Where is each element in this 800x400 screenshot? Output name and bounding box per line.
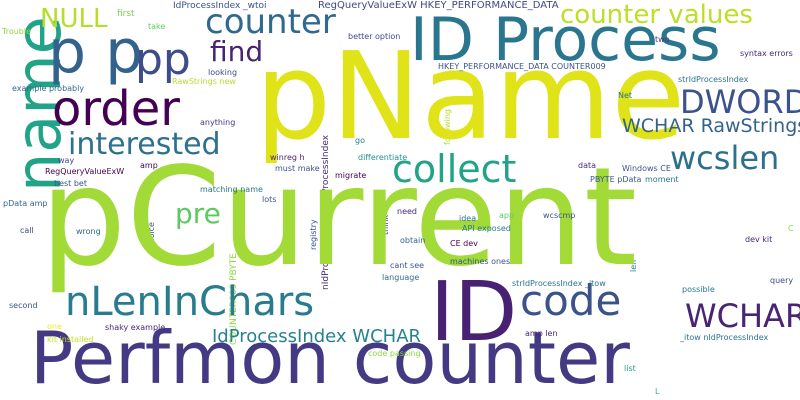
- word-looking: looking: [208, 68, 238, 77]
- word-hkey-performance-data-counter009: HKEY_PERFORMANCE_DATA COUNTER009: [438, 62, 606, 71]
- word-winreg-h: winreg h: [270, 153, 305, 162]
- word-best-bet: best bet: [54, 179, 87, 188]
- word-dev-kit: dev kit: [745, 235, 773, 244]
- word-ce-dev: CE dev: [450, 239, 478, 248]
- word-app: app: [499, 211, 515, 220]
- word-language: language: [382, 273, 420, 282]
- word-better-option: better option: [348, 32, 401, 41]
- word-rawstrings-new: RawStrings new: [172, 77, 236, 86]
- word-find: find: [210, 35, 264, 68]
- word-shaky-example: shaky example: [105, 323, 166, 332]
- word-c: C: [788, 224, 794, 233]
- word-code: code: [520, 276, 622, 325]
- word-net: Net: [618, 91, 633, 100]
- word-second: second: [9, 301, 38, 310]
- word-take: take: [148, 22, 166, 31]
- word-anything: anything: [200, 118, 236, 127]
- word-wcscmp: wcscmp: [543, 211, 576, 220]
- word-trouble: Trouble: [2, 27, 32, 36]
- word-stridprocessindex: strIdProcessIndex: [678, 75, 749, 84]
- word-data: data: [578, 161, 597, 170]
- word-regqueryvalueexw: RegQueryValueExW: [45, 167, 125, 176]
- word-nleninchars: nLenInChars: [65, 279, 315, 325]
- word-id: ID: [430, 265, 518, 360]
- word-kit-installed: kit installed: [47, 335, 94, 344]
- word-amp: amp: [140, 161, 158, 170]
- word-wcslen: wcslen: [670, 139, 780, 177]
- word-lots: lots: [262, 195, 277, 204]
- word-code-passing: code passing: [368, 349, 421, 358]
- word-must-make: must make: [275, 164, 320, 173]
- word-cant-see: cant see: [390, 261, 425, 270]
- word-stridprocessindex-itow: strIdProcessIndex _itow: [512, 279, 606, 288]
- word-dword: DWORD: [680, 83, 800, 121]
- word-counter-values: counter values: [560, 0, 753, 30]
- word-wchar: WCHAR: [685, 297, 800, 335]
- word-api-exposed: API exposed: [462, 224, 511, 233]
- word-perfmon-counter: Perfmon counter: [30, 316, 630, 400]
- word-call: call: [20, 226, 34, 235]
- word-need: need: [397, 207, 417, 216]
- word-syntax-errors: syntax errors: [740, 49, 793, 58]
- word-example-probably: example probably: [12, 84, 85, 93]
- word-p-p: p p: [48, 17, 144, 87]
- word-way: way: [58, 156, 75, 165]
- word-itow-nidprocessindex: _itow nIdProcessIndex: [680, 333, 769, 342]
- word-idea: idea: [459, 214, 477, 223]
- word-migrate: migrate: [335, 171, 367, 180]
- word-matching-name: matching name: [200, 185, 263, 194]
- word-differentiate: differentiate: [358, 153, 408, 162]
- word-windows-ce: Windows CE: [622, 164, 671, 173]
- word-possible: possible: [682, 285, 715, 294]
- word-machines-ones: machines ones: [450, 257, 511, 266]
- word-pcurrent: pCurrent: [40, 139, 638, 297]
- word-wchar-rawstrings: WCHAR RawStrings: [622, 115, 800, 137]
- word-wrong: wrong: [76, 227, 101, 236]
- word-idprocessindex-wtoi: IdProcessIndex _wtoi: [173, 1, 267, 11]
- word-regqueryvalueexw-hkey-performance-data: RegQueryValueExW HKEY_PERFORMANCE_DATA: [318, 0, 559, 11]
- word-pname: pName: [255, 28, 686, 167]
- word-amp-len: amp len: [525, 329, 558, 338]
- word-pp: pp: [135, 34, 191, 85]
- word-go: go: [355, 136, 365, 145]
- word-counter: counter: [205, 2, 336, 42]
- word-query: query: [770, 276, 794, 285]
- word-one: one: [47, 322, 62, 331]
- word-two: two: [655, 35, 670, 44]
- word-pdata-amp: pData amp: [3, 199, 48, 208]
- word-null: NULL: [40, 4, 108, 34]
- word-moment: moment: [645, 175, 679, 184]
- word-pre: pre: [175, 197, 221, 230]
- word-list: list: [624, 364, 636, 373]
- word-id-process: ID Process: [410, 5, 721, 75]
- word-order: order: [52, 81, 180, 137]
- word-l: L: [655, 387, 660, 396]
- word-interested: interested: [68, 127, 221, 162]
- word-obtain: obtain: [400, 236, 426, 245]
- word-first: first: [117, 9, 135, 19]
- word-collect: collect: [392, 147, 517, 191]
- word-idprocessindex-wchar: IdProcessIndex WCHAR: [212, 326, 422, 347]
- word-pbyte-pdata: PBYTE pData: [590, 175, 642, 184]
